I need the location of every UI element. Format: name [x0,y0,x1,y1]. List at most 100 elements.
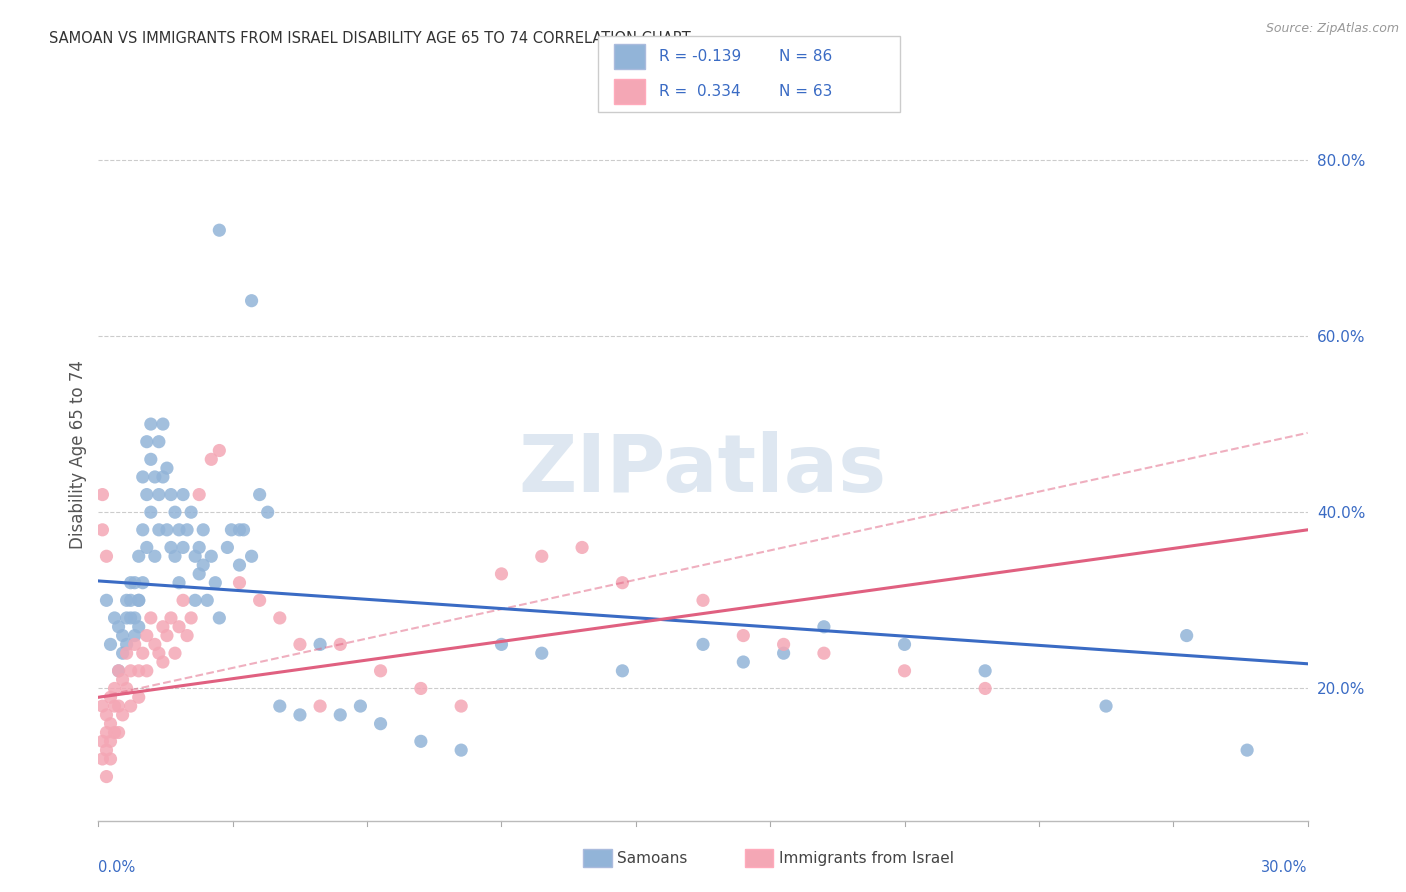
Point [120,611,142,625]
Point [148,434,170,449]
Point [115,637,138,651]
Point [228,523,250,537]
Point [100,690,122,705]
Point [249,487,271,501]
Point [107,699,129,714]
Point [160,541,183,555]
Point [120,699,142,714]
Point [143,637,166,651]
Point [120,575,142,590]
Point [132,523,155,537]
Text: Samoans: Samoans [617,851,688,865]
Point [111,629,134,643]
Point [128,690,150,705]
Point [256,505,278,519]
Point [893,664,915,678]
Point [128,664,150,678]
Point [172,593,194,607]
Point [692,593,714,607]
Point [167,620,190,634]
Point [115,681,138,696]
Point [184,549,207,564]
Point [193,523,215,537]
Point [100,752,122,766]
Point [232,523,254,537]
Point [571,541,593,555]
Point [974,681,997,696]
Point [160,611,183,625]
Point [228,575,250,590]
Point [124,629,146,643]
Point [193,558,215,572]
Point [139,611,162,625]
Text: N = 63: N = 63 [779,84,832,98]
Point [107,664,129,678]
Point [200,549,222,564]
Point [148,523,170,537]
Point [172,487,194,501]
Point [139,452,162,467]
Point [132,470,155,484]
Point [100,637,122,651]
Point [208,443,231,458]
Point [813,646,835,660]
Point [612,664,634,678]
Point [135,541,157,555]
Point [240,549,263,564]
Point [91,523,114,537]
Point [208,223,231,237]
Point [156,629,179,643]
Text: Immigrants from Israel: Immigrants from Israel [779,851,953,865]
Point [152,655,174,669]
Text: 0.0%: 0.0% [98,860,135,875]
Point [128,549,150,564]
Point [135,629,157,643]
Point [107,664,129,678]
Point [176,523,198,537]
Point [180,611,202,625]
Point [135,487,157,501]
Point [163,646,186,660]
Point [96,549,118,564]
Point [240,293,263,308]
Point [450,699,472,714]
Point [813,620,835,634]
Point [450,743,472,757]
Point [188,541,211,555]
Point [204,575,226,590]
Point [128,593,150,607]
Point [167,523,190,537]
Point [228,558,250,572]
Point [111,673,134,687]
Point [188,566,211,581]
Point [124,637,146,651]
Text: R =  0.334: R = 0.334 [659,84,741,98]
Point [91,699,114,714]
Point [188,487,211,501]
Point [100,734,122,748]
Point [1236,743,1258,757]
Text: N = 86: N = 86 [779,49,832,63]
Point [160,487,183,501]
Point [152,470,174,484]
Point [163,505,186,519]
Point [195,593,218,607]
Point [893,637,915,651]
Point [139,417,162,431]
Point [530,646,553,660]
Point [96,770,118,784]
Point [692,637,714,651]
Point [135,434,157,449]
Point [733,629,755,643]
Point [128,620,150,634]
Point [329,707,352,722]
Y-axis label: Disability Age 65 to 74: Disability Age 65 to 74 [69,360,87,549]
Point [103,681,125,696]
Point [132,646,155,660]
Point [96,743,118,757]
Point [772,637,794,651]
Point [148,487,170,501]
Point [115,646,138,660]
Point [124,575,146,590]
Point [221,523,243,537]
